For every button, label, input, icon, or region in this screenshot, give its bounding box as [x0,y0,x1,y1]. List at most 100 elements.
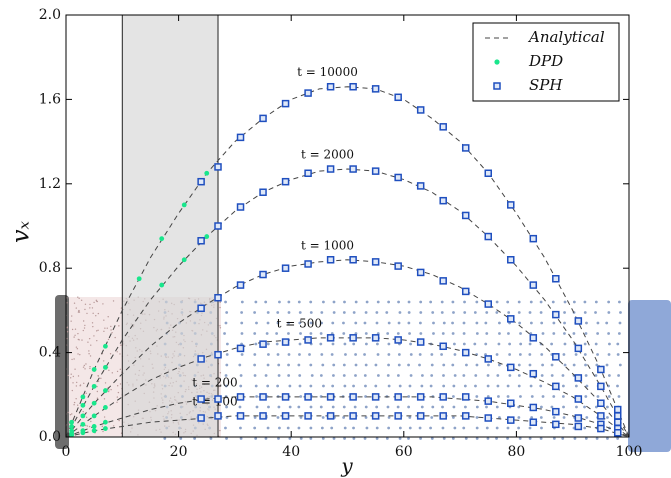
particle [409,353,413,356]
particle [75,307,77,309]
dpd-point [103,343,108,349]
particle [442,363,446,367]
particle [298,342,302,346]
sph-point [552,407,560,416]
sph-point [552,420,560,429]
particle [408,332,411,335]
curve-annotation: t = 500 [277,316,322,330]
particle [407,405,411,409]
particle [309,426,313,430]
particle [342,405,346,409]
particle [363,374,367,377]
sph-point [574,395,583,403]
particle [118,419,120,422]
particle [619,311,622,314]
particle [319,332,323,335]
sph-point [214,222,222,230]
sph-point [439,277,447,285]
sph-point [597,365,605,374]
y-axis-label: vₓ [7,220,35,243]
particle [473,342,477,346]
particle [224,384,228,388]
particle [102,303,104,305]
sph-point [439,412,447,420]
particle [111,331,113,334]
particle [486,384,490,388]
sph-point [416,268,425,277]
sph-point [416,338,425,346]
particle [409,342,412,346]
particle [297,363,301,367]
particle [396,374,400,377]
particle [618,321,622,325]
particle [550,374,554,377]
particle [219,372,222,374]
particle [475,416,479,419]
plot-frame [65,14,630,438]
particle [104,382,107,384]
particle [451,437,455,440]
particle [253,426,257,430]
particle [475,426,479,430]
particle [605,363,609,367]
dpd-point [80,413,86,419]
particle [76,348,79,350]
particle [75,346,78,348]
particle [407,437,410,440]
particle [319,342,323,346]
particle [331,405,335,409]
particle [387,426,391,430]
sph-point [259,412,267,420]
particle [88,353,90,355]
particle [117,391,120,394]
particle [75,398,77,400]
particle [462,426,466,430]
particle [539,437,543,440]
sph-point [326,256,335,264]
particle [596,395,600,398]
particle [387,353,391,356]
particle [85,416,88,419]
particle [375,321,379,325]
sph-point [281,338,290,346]
particle [239,437,243,440]
particle [111,372,114,374]
sph-point [197,414,205,422]
particle [517,374,521,377]
particle [95,299,98,301]
particle [332,311,336,314]
sph-point [259,270,267,279]
analytical-curve [65,86,630,438]
sph-point [529,234,538,243]
particle [453,426,457,430]
dpd-point [103,405,108,410]
particle [104,327,106,329]
sph-point [529,281,538,289]
particle [364,332,368,335]
particle [84,303,87,306]
particle [240,321,244,325]
particle [266,384,270,388]
particle [550,405,554,409]
particle [69,377,72,379]
particle [442,384,446,388]
particle [100,377,102,380]
particle [82,320,85,322]
dpd-point [103,426,108,431]
particle [225,405,228,409]
sph-point [197,237,205,245]
dpd-point [69,432,75,438]
sph-point [484,397,492,405]
particle [387,363,390,367]
particle [541,395,545,398]
sph-point [259,188,267,196]
sph-point [326,82,335,91]
particle [73,302,76,304]
particle [225,363,229,367]
particle [264,300,268,304]
particle [309,311,313,314]
particle [106,327,108,329]
particle [354,321,358,325]
particle [219,325,221,327]
particle [266,363,270,367]
